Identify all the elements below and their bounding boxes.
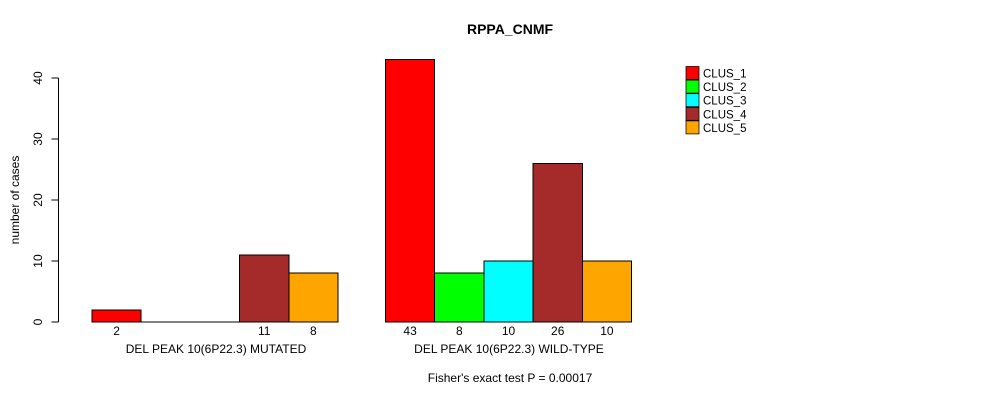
bar-clus-4 — [532, 162, 583, 323]
y-axis-tick-label: 40 — [31, 71, 45, 85]
y-axis-tick-label: 10 — [31, 254, 45, 268]
bar-clus-5 — [288, 272, 339, 323]
y-axis-tick-label: 20 — [31, 193, 45, 207]
bar-clus-5 — [581, 260, 632, 323]
legend-label: CLUS_1 — [703, 69, 746, 81]
bar-clus-2 — [434, 272, 485, 323]
legend-label: CLUS_5 — [703, 123, 746, 135]
bar-clus-1 — [385, 59, 436, 323]
legend-swatch-clus-2 — [685, 79, 700, 94]
y-axis-tick-label: 0 — [31, 318, 45, 325]
legend-swatch-clus-1 — [685, 66, 700, 80]
bar-clus-4 — [239, 254, 290, 323]
bar-value-label: 10 — [600, 324, 614, 338]
x-group-label-mutated: DEL PEAK 10(6P22.3) MUTATED — [125, 342, 307, 356]
y-axis-tick-label: 30 — [31, 132, 45, 146]
bar-value-label: 2 — [113, 324, 120, 338]
fisher-test-annotation: Fisher's exact test P = 0.00017 — [427, 371, 593, 385]
legend-swatch-clus-5 — [685, 120, 700, 135]
legend-label: CLUS_4 — [703, 109, 747, 121]
legend-label: CLUS_2 — [703, 82, 746, 94]
legend-label: CLUS_3 — [703, 96, 746, 108]
legend-swatch-clus-4 — [685, 106, 700, 121]
bar-clus-3 — [483, 260, 534, 323]
bar-value-label: 26 — [551, 324, 565, 338]
bar-value-label: 8 — [456, 324, 463, 338]
chart-title: RPPA_CNMF — [466, 21, 554, 37]
bar-value-label: 8 — [310, 324, 317, 338]
bar-value-label: 10 — [502, 324, 516, 338]
bar-clus-1 — [91, 309, 142, 323]
y-axis-label: number of cases — [8, 155, 22, 245]
bar-value-label: 43 — [403, 324, 417, 338]
x-group-label-wildtype: DEL PEAK 10(6P22.3) WILD-TYPE — [414, 342, 604, 356]
bar-value-label: 11 — [258, 324, 271, 338]
legend-swatch-clus-3 — [685, 93, 700, 108]
